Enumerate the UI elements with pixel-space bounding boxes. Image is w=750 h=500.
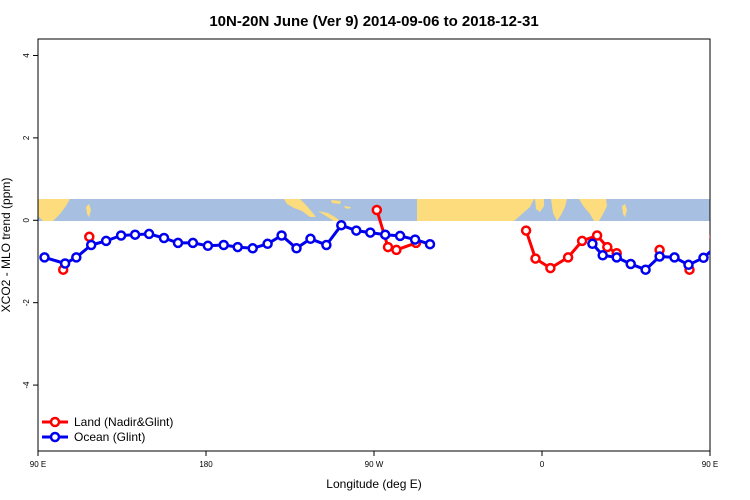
ocean-data-point <box>669 252 680 263</box>
ocean-data-point <box>654 251 665 262</box>
ocean-data-point <box>129 229 141 240</box>
ocean-data-point <box>587 238 598 250</box>
map-land-central-america-shape <box>318 211 340 221</box>
ocean-data-point <box>59 258 71 269</box>
land-data-point <box>382 241 394 253</box>
legend-ocean-label: Ocean (Glint) <box>74 430 145 444</box>
legend: Land (Nadir&Glint) Ocean (Glint) <box>42 415 173 444</box>
x-tick-label: 90 E <box>30 460 46 469</box>
ocean-data-point <box>232 241 243 253</box>
map-land-mexico-shape <box>284 199 316 217</box>
x-tick-label: 90 E <box>702 460 718 469</box>
x-axis: 90 E 180 90 W 0 90 E <box>30 451 718 469</box>
x-axis-label: Longitude (deg E) <box>326 477 421 491</box>
ocean-data-point <box>640 264 651 275</box>
ocean-data-point <box>262 238 273 250</box>
ocean-data-point <box>218 239 229 251</box>
ocean-data-point <box>276 230 287 241</box>
ocean-data-point <box>424 238 436 250</box>
series-layer <box>39 204 750 275</box>
ocean-data-point <box>714 241 722 249</box>
ocean-data-point <box>172 237 184 249</box>
ocean-data-point <box>202 240 214 252</box>
ocean-data-point <box>187 237 199 249</box>
ocean-data-point <box>351 225 362 236</box>
y-tick-label: -2 <box>22 299 31 307</box>
ocean-data-point <box>158 232 170 244</box>
x-tick-label: 0 <box>540 460 545 469</box>
ocean-data-point <box>100 235 112 247</box>
land-data-point <box>545 262 556 274</box>
ocean-data-point <box>728 237 736 245</box>
y-axis: 4 2 0 -2 -4 <box>22 53 38 389</box>
y-axis-label: XCO2 - MLO trend (ppm) <box>0 178 13 313</box>
ocean-data-point <box>85 239 97 251</box>
ocean-data-point <box>321 239 332 251</box>
ocean-data-point <box>291 243 302 254</box>
y-tick-label: -4 <box>22 381 31 389</box>
land-data-point <box>591 230 603 241</box>
legend-land-marker <box>49 416 61 428</box>
ocean-data-point <box>683 259 694 271</box>
map-land-philippines-east-shape <box>622 204 627 217</box>
ocean-data-point <box>611 252 622 263</box>
land-data-point <box>84 231 95 243</box>
map-land-philippines-shape <box>86 204 91 217</box>
ocean-data-point <box>409 234 421 245</box>
map-land-caribbean-shape <box>331 200 351 209</box>
ocean-data-point <box>597 250 608 261</box>
land-data-point <box>709 234 710 240</box>
map-land-africa-shape <box>417 199 534 221</box>
ocean-data-point <box>698 252 709 264</box>
ocean-data-point <box>115 230 127 241</box>
ocean-data-point <box>247 243 258 254</box>
ocean-data-point <box>305 233 316 245</box>
land-data-point <box>530 253 541 264</box>
legend-ocean-marker <box>49 431 61 443</box>
ocean-data-point <box>365 227 376 238</box>
ocean-data-point <box>39 252 50 263</box>
ocean-data-point <box>143 228 155 240</box>
chart-title: 10N-20N June (Ver 9) 2014-09-06 to 2018-… <box>209 13 538 30</box>
legend-land-label: Land (Nadir&Glint) <box>74 415 173 429</box>
ocean-data-point <box>394 230 406 242</box>
map-land-indochina-shape <box>579 199 607 221</box>
x-tick-label: 180 <box>199 460 213 469</box>
land-data-point <box>602 241 613 253</box>
y-tick-label: 0 <box>22 218 31 223</box>
map-land-asia-shape <box>38 199 70 221</box>
land-data-point <box>391 244 402 256</box>
land-data-point <box>371 204 383 216</box>
ocean-data-point <box>379 229 391 240</box>
ocean-data-point <box>71 252 82 263</box>
y-tick-label: 2 <box>22 135 31 140</box>
map-land-india-shape <box>551 199 567 221</box>
ocean-data-point <box>743 231 750 239</box>
land-data-point <box>520 225 532 236</box>
land-data-point <box>562 252 574 263</box>
x-tick-label: 90 W <box>365 460 384 469</box>
y-tick-label: 4 <box>22 53 31 58</box>
ocean-data-point <box>336 219 347 231</box>
land-data-point <box>576 235 588 247</box>
ocean-data-point <box>625 258 636 270</box>
map-land-arabia-shape <box>535 199 544 212</box>
